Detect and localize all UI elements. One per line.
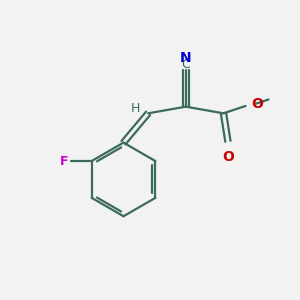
Text: O: O [222, 150, 234, 164]
Text: H: H [131, 101, 140, 115]
Text: F: F [60, 154, 68, 167]
Text: C: C [182, 58, 190, 71]
Text: O: O [251, 98, 263, 112]
Text: N: N [180, 51, 192, 65]
